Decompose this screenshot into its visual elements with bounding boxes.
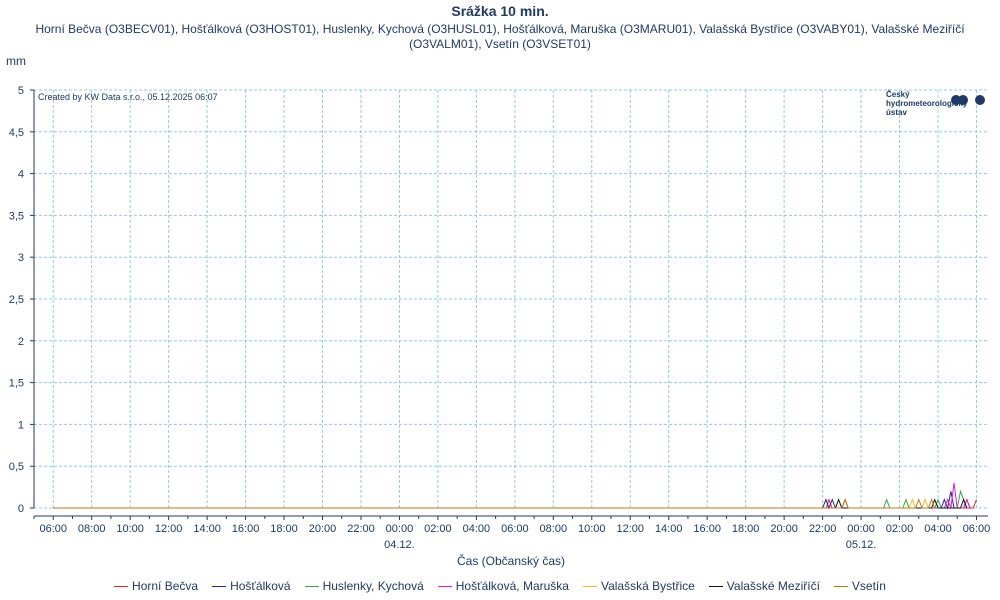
legend-label: Huslenky, Kychová [322, 579, 424, 593]
y-tick-label: 4,5 [9, 127, 24, 139]
legend-swatch [582, 585, 597, 587]
y-axis-unit: mm [6, 54, 26, 68]
chmi-logo-text: Český hydrometeorologický ústav [886, 90, 967, 117]
x-tick-label: 02:00 [886, 523, 914, 535]
y-tick-label: 3,5 [9, 210, 24, 222]
y-tick-label: 3 [18, 252, 24, 264]
x-tick-label: 08:00 [78, 523, 106, 535]
x-tick-label: 00:00 [847, 523, 875, 535]
chart-legend: Horní Bečva Hošťálková Huslenky, Kychová Ho… [0, 579, 1000, 593]
y-tick-label: 0,5 [9, 461, 24, 473]
legend-swatch [833, 585, 848, 587]
x-tick-label: 16:00 [232, 523, 260, 535]
x-tick-label: 10:00 [578, 523, 606, 535]
legend-label: Horní Bečva [132, 579, 199, 593]
x-tick-label: 22:00 [809, 523, 837, 535]
credit-text: Created by KW Data s.r.o., 05.12.2025 06… [38, 92, 218, 102]
x-tick-label: 14:00 [193, 523, 221, 535]
y-tick-label: 2,5 [9, 294, 24, 306]
legend-item[interactable]: Valašské Meziříčí [708, 579, 820, 593]
x-tick-label: 20:00 [309, 523, 337, 535]
y-tick-label: 5 [18, 85, 24, 97]
legend-item[interactable]: Hošťálková [212, 579, 291, 593]
legend-label: Valašská Bystřice [600, 579, 695, 593]
legend-swatch [437, 585, 452, 587]
x-tick-label: 04:00 [463, 523, 491, 535]
legend-label: Hošťálková [230, 579, 291, 593]
legend-label: Hošťálková, Maruška [455, 579, 569, 593]
chart-title: Srážka 10 min. [451, 3, 549, 19]
x-tick-label: 18:00 [732, 523, 760, 535]
x-axis-title: Čas (Občanský čas) [457, 553, 565, 568]
x-tick-label: 20:00 [770, 523, 798, 535]
x-tick-label: 06:00 [501, 523, 529, 535]
series-line [53, 482, 971, 509]
x-tick-label: 18:00 [270, 523, 298, 535]
y-tick-label: 1 [18, 419, 24, 431]
legend-item[interactable]: Horní Bečva [114, 579, 198, 593]
logo-line-1: Český [886, 90, 910, 99]
legend-item[interactable]: Hošťálková, Maruška [437, 579, 569, 593]
logo-line-3: ústav [886, 108, 907, 117]
x-tick-label: 08:00 [540, 523, 568, 535]
x-date-label: 05.12. [846, 539, 877, 551]
chmi-logo-icon [951, 91, 987, 110]
x-tick-label: 04:00 [924, 523, 952, 535]
legend-label: Valašské Meziříčí [726, 579, 820, 593]
x-tick-label: 06:00 [963, 523, 991, 535]
y-tick-label: 2 [18, 336, 24, 348]
legend-label: Vsetín [851, 579, 886, 593]
legend-swatch [708, 585, 723, 587]
logo-line-2: hydrometeorologický [886, 99, 968, 108]
x-tick-label: 12:00 [155, 523, 183, 535]
legend-swatch [212, 585, 227, 587]
x-tick-label: 16:00 [693, 523, 721, 535]
x-tick-label: 00:00 [386, 523, 414, 535]
y-tick-label: 0 [18, 503, 24, 515]
x-tick-label: 06:00 [39, 523, 67, 535]
legend-swatch [114, 585, 129, 587]
x-tick-label: 10:00 [116, 523, 144, 535]
x-tick-label: 02:00 [424, 523, 452, 535]
y-tick-label: 4 [18, 169, 24, 181]
series-line [53, 498, 936, 509]
legend-item[interactable]: Huslenky, Kychová [304, 579, 424, 593]
x-tick-label: 12:00 [616, 523, 644, 535]
x-date-label: 04.12. [384, 539, 415, 551]
legend-swatch [304, 585, 319, 587]
x-tick-label: 14:00 [655, 523, 683, 535]
legend-item[interactable]: Vsetín [833, 579, 886, 593]
chart-subtitle: Horní Bečva (O3BECV01), Hošťálková (O3HO… [35, 22, 965, 51]
x-tick-label: 22:00 [347, 523, 375, 535]
y-tick-label: 1,5 [9, 378, 24, 390]
legend-item[interactable]: Valašská Bystřice [582, 579, 695, 593]
